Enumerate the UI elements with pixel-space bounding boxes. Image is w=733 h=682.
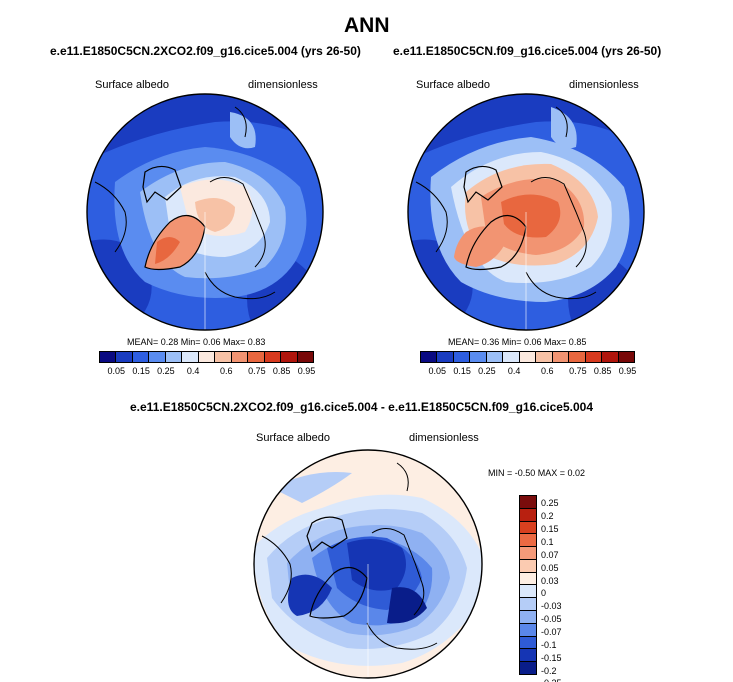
- panel2-units-label: dimensionless: [569, 79, 639, 91]
- colorbar-swatch: [520, 636, 536, 650]
- colorbar-tick-label: 0.75: [248, 366, 266, 376]
- diff-polar-map: [253, 449, 483, 679]
- colorbar-tick-label: 0.85: [272, 366, 291, 376]
- colorbar-tick-label: 0.25: [157, 366, 175, 376]
- diff-units-label: dimensionless: [409, 432, 479, 444]
- colorbar-tick-label: 0.25: [541, 498, 559, 509]
- colorbar-swatch: [297, 352, 314, 362]
- diff-colorbar: [519, 495, 537, 675]
- colorbar-swatch: [520, 496, 536, 509]
- colorbar-swatch: [503, 352, 520, 362]
- colorbar-swatch: [165, 352, 183, 362]
- figure-title: ANN: [344, 14, 390, 37]
- panel2-case-title: e.e11.E1850C5CN.f09_g16.cice5.004 (yrs 2…: [393, 44, 662, 58]
- colorbar-swatch: [421, 352, 438, 362]
- colorbar-swatch: [132, 352, 150, 362]
- colorbar-tick-label: 0.6: [220, 366, 233, 376]
- panel2-polar-map: [407, 93, 645, 331]
- colorbar-swatch: [585, 352, 603, 362]
- colorbar-tick-label: 0.25: [478, 366, 496, 376]
- colorbar-tick-label: 0.75: [569, 366, 587, 376]
- panel1-units-label: dimensionless: [248, 79, 318, 91]
- colorbar-tick-label: 0.15: [132, 366, 150, 376]
- colorbar-swatch: [520, 649, 536, 663]
- colorbar-tick-label: 0.95: [618, 366, 637, 376]
- colorbar-tick-label: 0.05: [107, 366, 126, 376]
- colorbar-tick-label: -0.25: [541, 678, 562, 682]
- colorbar-tick-label: 0.03: [541, 575, 559, 586]
- colorbar-swatch: [149, 352, 166, 362]
- diff-case-title: e.e11.E1850C5CN.2XCO2.f09_g16.cice5.004 …: [130, 400, 593, 414]
- colorbar-swatch: [520, 547, 536, 560]
- colorbar-tick-label: 0.6: [541, 366, 554, 376]
- colorbar-swatch: [520, 623, 536, 637]
- colorbar-tick-label: 0.1: [541, 537, 554, 547]
- colorbar-tick-label: 0: [541, 588, 547, 599]
- colorbar-swatch: [231, 352, 249, 362]
- colorbar-tick-label: -0.03: [541, 601, 562, 612]
- colorbar-swatch: [520, 508, 536, 522]
- colorbar-tick-label: 0.85: [593, 366, 612, 376]
- colorbar-swatch: [520, 534, 536, 548]
- colorbar-tick-label: -0.1: [541, 639, 557, 650]
- colorbar-tick-label: -0.2: [541, 665, 557, 676]
- diff-stats: MIN = -0.50 MAX = 0.02: [488, 468, 586, 478]
- colorbar-swatch: [552, 352, 570, 362]
- panel1-stats: MEAN= 0.28 Min= 0.06 Max= 0.83: [127, 337, 266, 347]
- colorbar-swatch: [520, 662, 536, 674]
- panel1-polar-map: [86, 93, 324, 331]
- colorbar-tick-label: 0.95: [297, 366, 316, 376]
- colorbar-swatch: [182, 352, 199, 362]
- colorbar-tick-label: 0.4: [186, 366, 200, 376]
- colorbar-swatch: [116, 352, 133, 362]
- colorbar-tick-label: 0.05: [541, 562, 559, 573]
- colorbar-tick-label: 0.4: [507, 366, 521, 376]
- panel2-stats: MEAN= 0.36 Min= 0.06 Max= 0.85: [448, 337, 587, 347]
- colorbar-swatch: [536, 352, 553, 362]
- colorbar-swatch: [248, 352, 265, 362]
- colorbar-swatch: [470, 352, 487, 362]
- colorbar-tick-label: 0.07: [541, 549, 559, 560]
- colorbar-swatch: [281, 352, 298, 362]
- colorbar-swatch: [520, 611, 536, 624]
- colorbar-swatch: [215, 352, 232, 362]
- colorbar-swatch: [437, 352, 454, 362]
- panel1-case-title: e.e11.E1850C5CN.2XCO2.f09_g16.cice5.004 …: [50, 44, 361, 58]
- colorbar-swatch: [520, 585, 536, 599]
- panel2-colorbar: [420, 351, 635, 363]
- colorbar-swatch: [486, 352, 504, 362]
- colorbar-tick-label: -0.07: [541, 627, 562, 637]
- panel1-colorbar: [99, 351, 314, 363]
- panel2-variable-label: Surface albedo: [416, 79, 490, 91]
- colorbar-tick-label: 0.05: [428, 366, 447, 376]
- colorbar-swatch: [520, 572, 536, 586]
- colorbar-tick-label: 0.15: [453, 366, 471, 376]
- colorbar-tick-label: -0.05: [541, 614, 562, 625]
- colorbar-tick-label: 0.15: [541, 524, 559, 535]
- colorbar-swatch: [618, 352, 635, 362]
- colorbar-swatch: [264, 352, 282, 362]
- colorbar-tick-label: -0.15: [541, 652, 562, 663]
- colorbar-swatch: [569, 352, 586, 362]
- colorbar-swatch: [100, 352, 117, 362]
- colorbar-swatch: [519, 352, 537, 362]
- colorbar-swatch: [198, 352, 216, 362]
- colorbar-swatch: [602, 352, 619, 362]
- diff-variable-label: Surface albedo: [256, 432, 330, 444]
- colorbar-swatch: [520, 521, 536, 535]
- colorbar-swatch: [520, 559, 536, 573]
- colorbar-swatch: [520, 598, 536, 612]
- colorbar-swatch: [453, 352, 471, 362]
- panel1-variable-label: Surface albedo: [95, 79, 169, 91]
- colorbar-tick-label: 0.2: [541, 511, 554, 522]
